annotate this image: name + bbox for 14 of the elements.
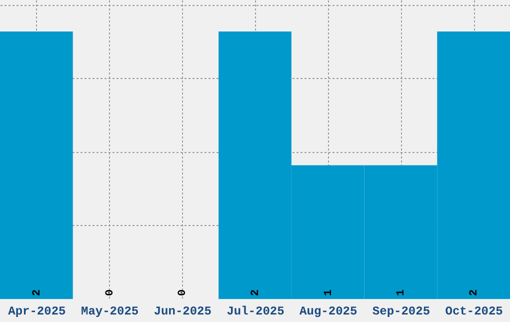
x-tick-label: Sep-2025 — [372, 304, 430, 318]
data-label: 2 — [468, 289, 481, 296]
data-label: 1 — [322, 289, 335, 296]
data-label: 0 — [177, 289, 190, 296]
x-tick-label: Aug-2025 — [300, 304, 358, 318]
x-tick-label: May-2025 — [80, 304, 139, 318]
data-label: 1 — [396, 289, 408, 296]
x-tick-label: Jul-2025 — [226, 304, 284, 318]
data-label: 2 — [31, 289, 44, 296]
data-label: 0 — [104, 289, 116, 296]
data-label: 2 — [250, 289, 262, 296]
x-tick-label: Jun-2025 — [154, 304, 212, 318]
x-tick-label: Apr-2025 — [8, 304, 66, 318]
x-tick-label: Oct-2025 — [445, 304, 503, 318]
